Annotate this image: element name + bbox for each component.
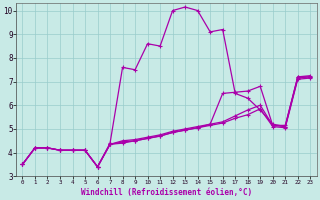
X-axis label: Windchill (Refroidissement éolien,°C): Windchill (Refroidissement éolien,°C): [81, 188, 252, 197]
